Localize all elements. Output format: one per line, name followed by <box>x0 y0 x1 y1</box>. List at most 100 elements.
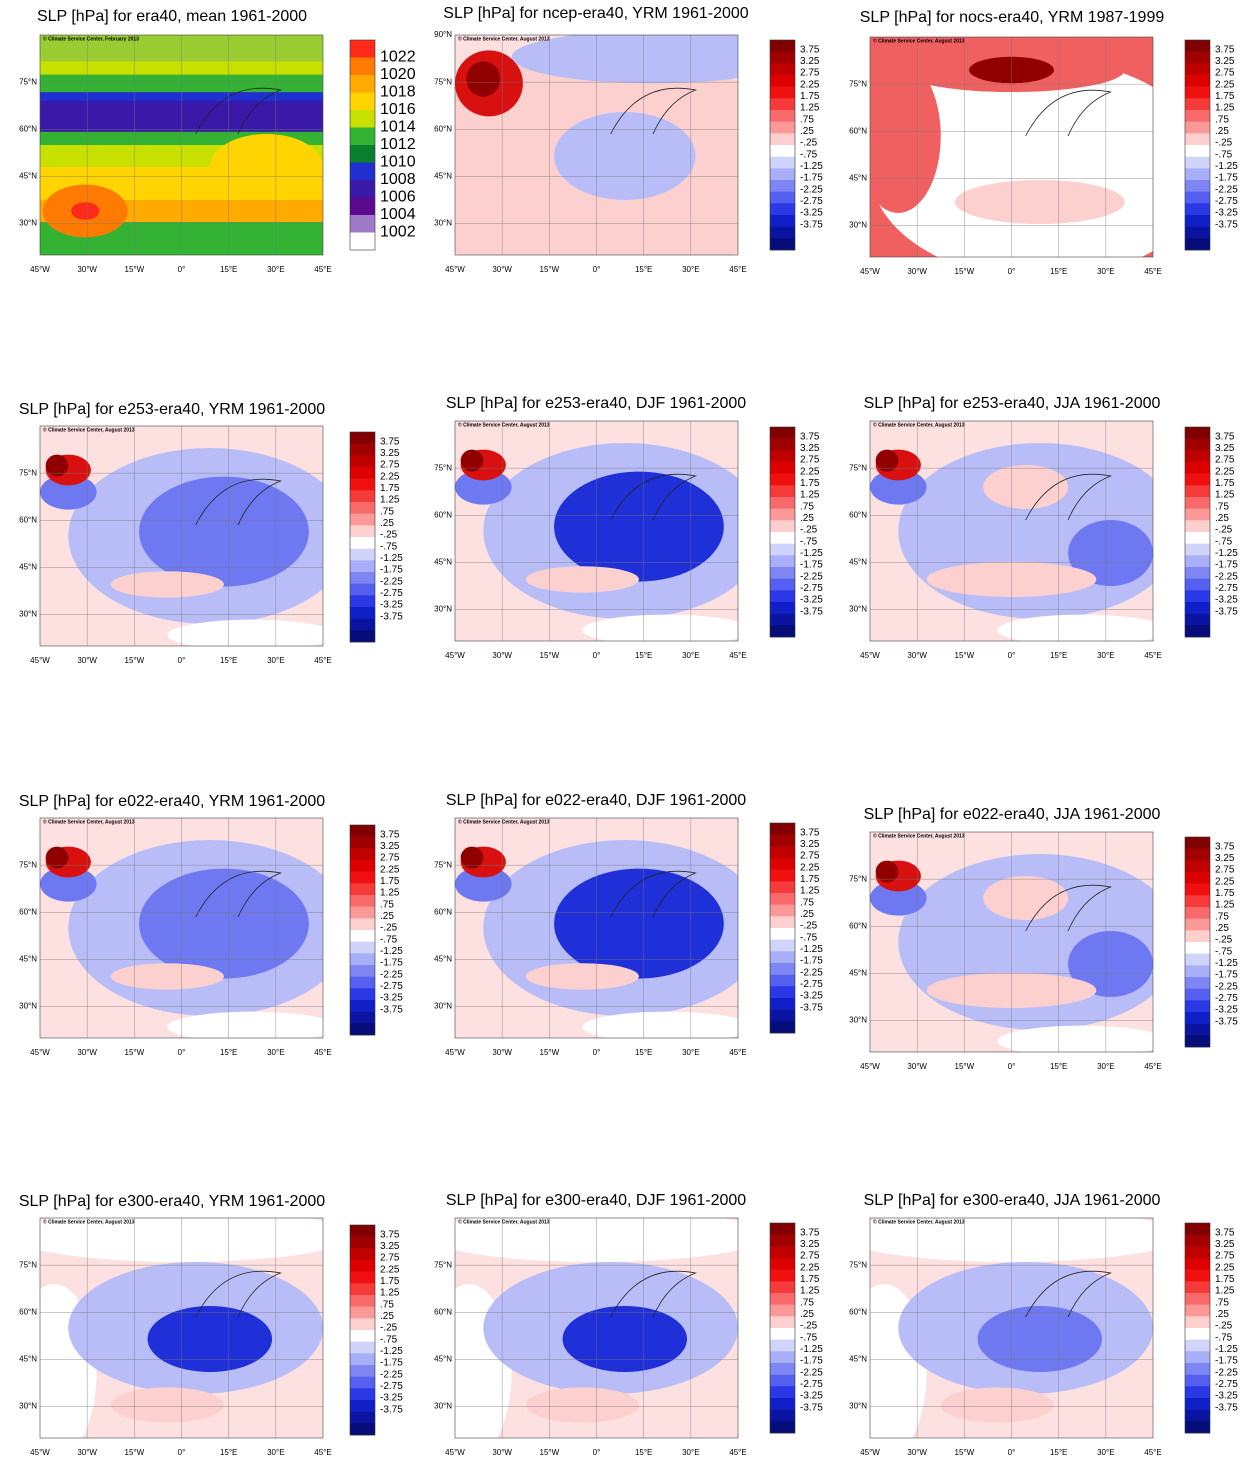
field-blob <box>139 868 309 979</box>
colorbar-label: -.25 <box>380 1323 398 1334</box>
colorbar-label: .25 <box>800 909 814 920</box>
lon-label: 30°W <box>77 1048 97 1057</box>
lon-label: 15°E <box>220 1448 237 1457</box>
lon-label: 30°W <box>77 1448 97 1457</box>
colorbar-box <box>1185 1386 1210 1399</box>
colorbar-label: -1.25 <box>1215 548 1238 559</box>
colorbar-box <box>1185 1012 1210 1024</box>
colorbar-box <box>1185 75 1210 87</box>
map-panel: SLP [hPa] for e300-era40, YRM 1961-2000 ©… <box>19 1193 403 1457</box>
colorbar-label: -2.75 <box>800 1379 823 1390</box>
colorbar-label: -.75 <box>800 932 818 943</box>
colorbar-box <box>770 427 795 439</box>
field-blob <box>997 1025 1153 1052</box>
colorbar-label: -2.75 <box>380 1381 403 1392</box>
lat-label: 30°N <box>849 1402 867 1411</box>
colorbar-box <box>770 602 795 614</box>
colorbar-box <box>350 537 375 549</box>
colorbar-label: -2.75 <box>800 583 823 594</box>
coastline <box>610 870 697 918</box>
colorbar-box <box>350 895 375 907</box>
colorbar-box <box>770 1316 795 1329</box>
lon-label: 30°W <box>492 651 512 660</box>
colorbar-label: .75 <box>1215 501 1229 512</box>
colorbar-label: 2.25 <box>800 862 820 873</box>
panel-title: SLP [hPa] for e300-era40, YRM 1961-2000 <box>19 1193 325 1210</box>
colorbar-box <box>1185 625 1210 638</box>
colorbar-label: -.75 <box>380 541 398 552</box>
colorbar-box <box>350 548 375 561</box>
colorbar-label: -2.25 <box>800 184 823 195</box>
lon-label: 30°E <box>267 1048 284 1057</box>
field-blob <box>110 1387 224 1423</box>
lon-label: 30°E <box>1097 267 1114 276</box>
colorbar-box <box>770 963 795 975</box>
colorbar-box <box>1185 1398 1210 1410</box>
colorbar-label: -1.25 <box>380 553 403 564</box>
map-panel: SLP [hPa] for nocs-era40, YRM 1987-1999 ©… <box>849 9 1238 276</box>
field-blob <box>167 1011 323 1038</box>
lat-label: 30°N <box>849 1016 867 1025</box>
colorbar-label: 2.75 <box>800 455 820 466</box>
colorbar-label: -2.25 <box>800 1367 823 1378</box>
colorbar-label: -.25 <box>380 923 398 934</box>
colorbar-box <box>350 871 375 884</box>
colorbar-box <box>1185 1234 1210 1247</box>
lat-label: 30°N <box>19 1402 37 1411</box>
colorbar-box <box>770 555 795 568</box>
lon-label: 0° <box>178 1448 186 1457</box>
lat-label: 60°N <box>434 907 452 916</box>
colorbar-label: -1.75 <box>800 173 823 184</box>
panel-title: SLP [hPa] for e253-era40, YRM 1961-2000 <box>19 401 325 418</box>
colorbar-label: 3.25 <box>380 448 400 459</box>
colorbar-box <box>1185 1000 1210 1013</box>
colorbar-label: -.75 <box>800 1332 818 1343</box>
colorbar-box <box>1185 427 1210 439</box>
colorbar-box <box>350 825 375 837</box>
colorbar-label: -.25 <box>800 138 818 149</box>
colorbar-box <box>350 1341 375 1354</box>
map-panel: SLP [hPa] for e253-era40, DJF 1961-2000 ©… <box>434 395 823 660</box>
colorbar-label: .75 <box>800 114 814 125</box>
colorbar-label: 1.75 <box>800 91 820 102</box>
colorbar-label: .25 <box>380 518 394 529</box>
colorbar-box <box>350 1353 375 1366</box>
colorbar-box <box>770 1339 795 1352</box>
colorbar-label: 1.25 <box>800 490 820 501</box>
colorbar-label: 1.75 <box>1215 91 1235 102</box>
colorbar-box <box>770 1293 795 1305</box>
colorbar-label: 3.75 <box>800 431 820 442</box>
colorbar-box <box>350 941 375 954</box>
colorbar-frame <box>769 822 796 1034</box>
colorbar-box <box>1185 543 1210 556</box>
map-panel: SLP [hPa] for e300-era40, DJF 1961-2000 ©… <box>434 1192 823 1457</box>
lat-label: 30°N <box>19 610 37 619</box>
map-field <box>40 1218 323 1438</box>
colorbar-box <box>350 848 375 861</box>
lon-label: 15°W <box>955 1062 975 1071</box>
lon-label: 45°W <box>445 1448 465 1457</box>
lat-label: 60°N <box>19 907 37 916</box>
colorbar-box <box>770 520 795 533</box>
colorbar-box <box>770 485 795 498</box>
lon-label: 30°W <box>77 265 97 274</box>
colorbar-label: .25 <box>800 1309 814 1320</box>
colorbar-box <box>1185 613 1210 626</box>
colorbar-box <box>770 1351 795 1364</box>
colorbar-box <box>1185 578 1210 591</box>
colorbar-box <box>350 75 375 93</box>
map-panel: SLP [hPa] for era40, mean 1961-2000 © Cli… <box>19 8 416 274</box>
colorbar-label: -3.25 <box>1215 1005 1238 1016</box>
colorbar-box <box>1185 1258 1210 1270</box>
colorbar-label: 2.25 <box>1215 79 1235 90</box>
map-frame <box>454 817 739 1039</box>
lon-label: 30°W <box>907 1448 927 1457</box>
map-frame <box>454 34 739 256</box>
field-blob <box>582 1011 738 1038</box>
coastline <box>195 1270 282 1318</box>
colorbar-box <box>350 836 375 849</box>
colorbar-frame <box>769 39 796 251</box>
colorbar-label: -1.75 <box>1215 173 1238 184</box>
colorbar-box <box>1185 590 1210 603</box>
